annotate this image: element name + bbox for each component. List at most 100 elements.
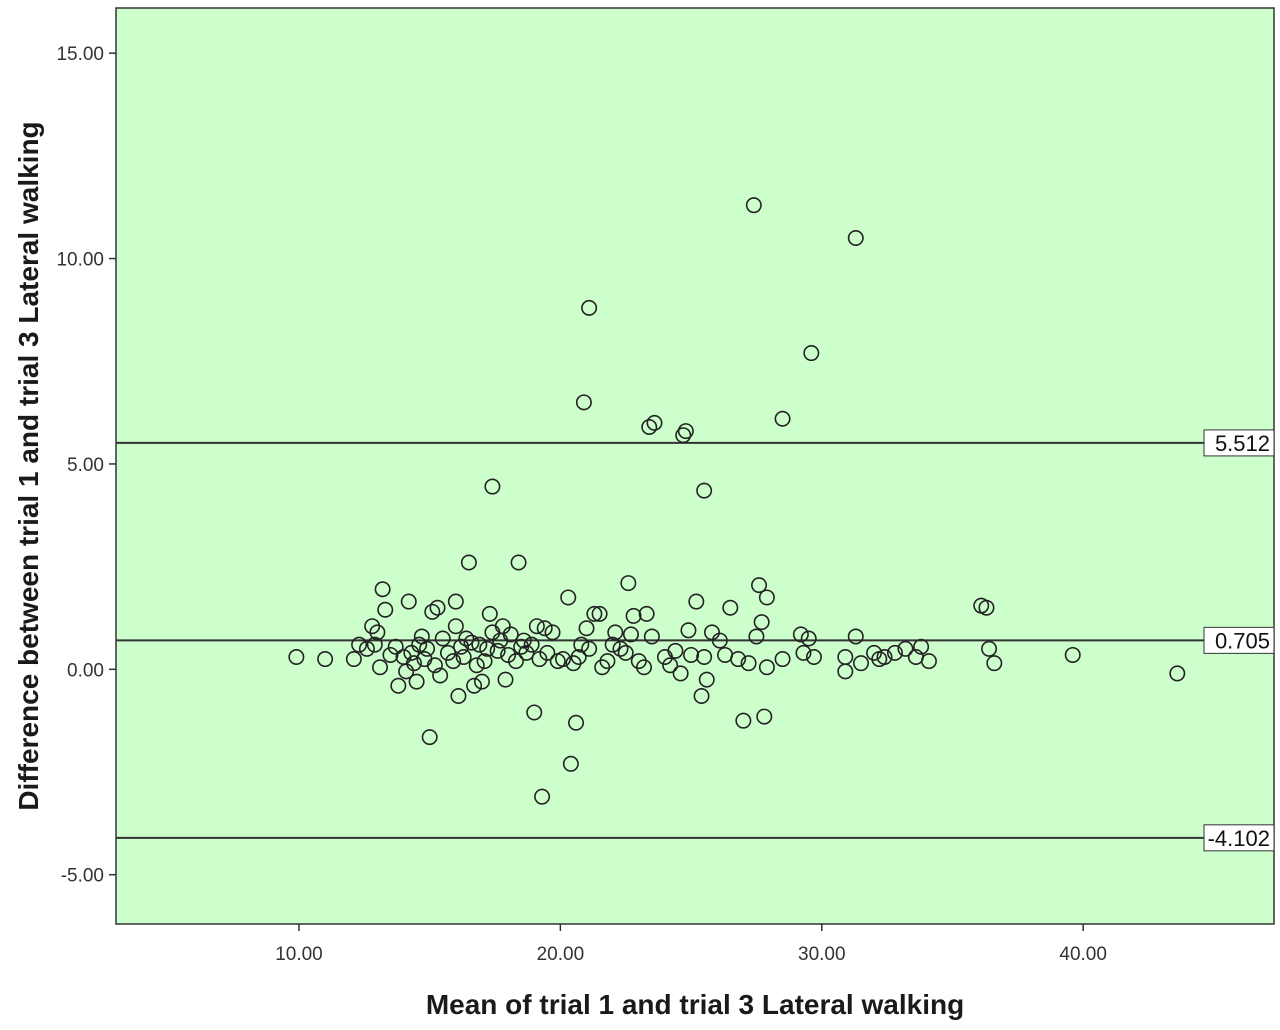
data-point-132 xyxy=(837,663,854,680)
data-point-123 xyxy=(758,659,775,676)
data-point-20 xyxy=(411,636,428,653)
reference-label-2: -4.102 xyxy=(1208,826,1270,851)
data-point-92 xyxy=(636,659,653,676)
data-point-148 xyxy=(1064,646,1081,663)
data-point-7 xyxy=(369,624,386,641)
data-point-27 xyxy=(429,599,446,616)
data-point-126 xyxy=(792,626,809,643)
data-point-134 xyxy=(847,628,864,645)
data-point-95 xyxy=(643,628,660,645)
data-point-1 xyxy=(317,651,334,668)
data-point-127 xyxy=(795,644,812,661)
data-point-93 xyxy=(638,605,655,622)
data-point-26 xyxy=(426,657,443,674)
data-point-16 xyxy=(400,593,417,610)
data-point-2 xyxy=(345,651,362,668)
data-point-44 xyxy=(476,653,493,670)
data-point-145 xyxy=(978,599,995,616)
data-point-85 xyxy=(607,624,624,641)
data-point-83 xyxy=(599,653,616,670)
data-point-77 xyxy=(578,620,595,637)
data-point-149 xyxy=(1169,665,1186,682)
data-point-129 xyxy=(803,345,820,362)
data-point-117 xyxy=(745,197,762,214)
data-point-102 xyxy=(677,423,694,440)
data-point-67 xyxy=(544,624,561,641)
reference-lines: 5.512 0.705 -4.102 xyxy=(116,429,1275,852)
data-point-13 xyxy=(390,677,407,694)
data-point-3 xyxy=(351,636,368,653)
data-point-113 xyxy=(722,599,739,616)
x-tick-label-0: 10.00 xyxy=(275,944,323,965)
reference-label-0: 5.512 xyxy=(1215,431,1270,456)
x-axis: 10.00 20.00 30.00 40.00 xyxy=(275,924,1107,965)
data-point-31 xyxy=(445,653,462,670)
data-point-120 xyxy=(753,614,770,631)
plot-area xyxy=(115,7,1275,925)
data-point-99 xyxy=(667,642,684,659)
data-point-40 xyxy=(466,677,483,694)
data-point-69 xyxy=(554,651,571,668)
data-point-39 xyxy=(463,634,480,651)
data-point-103 xyxy=(680,622,697,639)
data-point-61 xyxy=(526,704,543,721)
data-point-119 xyxy=(751,577,768,594)
data-points xyxy=(288,197,1186,805)
data-point-121 xyxy=(756,708,773,725)
y-tick-label-4: 15.00 xyxy=(56,44,104,65)
x-tick-label-1: 20.00 xyxy=(537,944,585,965)
reference-label-box-1 xyxy=(1203,626,1275,654)
data-point-88 xyxy=(620,575,637,592)
data-point-62 xyxy=(528,618,545,635)
data-point-115 xyxy=(735,712,752,729)
data-point-71 xyxy=(562,755,579,772)
data-point-84 xyxy=(604,636,621,653)
data-point-54 xyxy=(502,626,519,643)
data-point-43 xyxy=(473,673,490,690)
data-point-64 xyxy=(534,788,551,805)
data-point-135 xyxy=(852,655,869,672)
data-point-41 xyxy=(468,657,485,674)
data-point-49 xyxy=(489,642,506,659)
data-point-98 xyxy=(662,657,679,674)
x-tick-label-2: 30.00 xyxy=(798,944,846,965)
data-point-48 xyxy=(484,478,501,495)
y-axis: -5.00 0.00 5.00 10.00 15.00 xyxy=(56,44,116,887)
data-point-109 xyxy=(698,671,715,688)
y-axis-title: Difference between trial 1 and trial 3 L… xyxy=(13,121,44,810)
data-point-104 xyxy=(683,646,700,663)
data-point-33 xyxy=(447,593,464,610)
data-point-122 xyxy=(758,589,775,606)
data-point-4 xyxy=(358,640,375,657)
data-point-146 xyxy=(981,640,998,657)
data-point-65 xyxy=(536,620,553,637)
data-point-10 xyxy=(377,601,394,618)
data-point-38 xyxy=(460,554,477,571)
data-point-142 xyxy=(913,638,930,655)
data-point-100 xyxy=(672,665,689,682)
data-point-106 xyxy=(693,688,710,705)
data-point-29 xyxy=(434,630,451,647)
data-point-114 xyxy=(730,651,747,668)
data-point-36 xyxy=(455,649,472,666)
data-point-133 xyxy=(847,230,864,247)
data-point-37 xyxy=(458,630,475,647)
data-point-143 xyxy=(920,653,937,670)
data-point-55 xyxy=(507,653,524,670)
data-point-73 xyxy=(568,714,585,731)
data-point-52 xyxy=(497,671,514,688)
data-point-60 xyxy=(523,636,540,653)
data-point-59 xyxy=(518,644,535,661)
x-axis-title: Mean of trial 1 and trial 3 Lateral walk… xyxy=(426,989,964,1020)
data-point-140 xyxy=(897,640,914,657)
data-point-118 xyxy=(748,628,765,645)
data-point-35 xyxy=(453,638,470,655)
data-point-81 xyxy=(591,605,608,622)
data-point-105 xyxy=(688,593,705,610)
data-point-94 xyxy=(641,418,658,435)
data-point-86 xyxy=(612,640,629,657)
data-point-74 xyxy=(570,649,587,666)
reference-label-1: 0.705 xyxy=(1215,628,1270,653)
data-point-23 xyxy=(419,640,436,657)
